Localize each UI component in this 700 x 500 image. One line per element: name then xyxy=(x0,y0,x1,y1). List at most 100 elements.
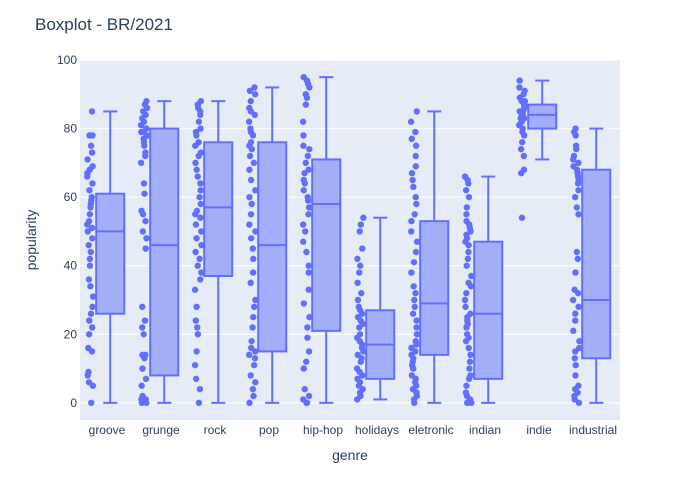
data-point xyxy=(464,255,472,263)
data-point xyxy=(354,351,361,359)
data-point xyxy=(197,187,204,194)
data-point xyxy=(409,176,416,184)
data-point xyxy=(248,344,255,352)
data-point xyxy=(137,159,145,167)
data-point xyxy=(409,310,417,317)
data-point xyxy=(193,348,200,355)
data-point xyxy=(467,372,474,379)
data-point xyxy=(88,399,95,407)
data-point xyxy=(517,145,525,153)
data-point xyxy=(247,279,254,287)
data-point xyxy=(575,382,582,389)
data-point xyxy=(300,142,307,149)
data-point xyxy=(195,139,202,146)
data-point xyxy=(520,152,528,160)
x-tick-label: grunge xyxy=(142,423,180,437)
data-point xyxy=(520,166,528,173)
data-point xyxy=(246,87,254,95)
y-tick-label: 100 xyxy=(57,53,77,67)
data-point xyxy=(87,310,95,317)
data-point xyxy=(305,211,312,218)
data-point xyxy=(572,317,579,324)
data-point xyxy=(252,296,259,304)
data-point xyxy=(572,125,579,132)
data-point xyxy=(356,331,364,338)
y-tick-label: 40 xyxy=(64,259,78,273)
data-point xyxy=(302,101,310,108)
data-point xyxy=(413,200,420,208)
data-point xyxy=(197,180,204,187)
data-point xyxy=(191,361,199,369)
data-point xyxy=(138,207,145,215)
data-point xyxy=(573,204,581,211)
data-point xyxy=(192,375,200,383)
box-iqr xyxy=(149,127,180,377)
data-point xyxy=(516,77,523,84)
data-point xyxy=(467,351,474,359)
data-point xyxy=(246,399,253,407)
data-point xyxy=(300,176,307,184)
data-point xyxy=(570,152,578,160)
data-point xyxy=(572,310,579,317)
data-point xyxy=(252,379,259,386)
data-point xyxy=(247,139,255,146)
data-point xyxy=(304,193,311,201)
data-point xyxy=(195,118,203,125)
data-point xyxy=(197,276,204,283)
data-point xyxy=(306,313,313,321)
data-point xyxy=(304,324,311,331)
data-point xyxy=(355,303,362,311)
data-point xyxy=(142,217,149,225)
box-hip-hop xyxy=(299,73,342,407)
data-point xyxy=(141,317,149,324)
data-point xyxy=(301,385,308,393)
data-point xyxy=(194,331,202,338)
data-point xyxy=(462,389,470,396)
data-point xyxy=(463,331,471,338)
box-iqr xyxy=(311,158,342,332)
data-point xyxy=(463,289,470,297)
data-point xyxy=(139,228,146,235)
data-point xyxy=(192,248,199,256)
data-point xyxy=(467,310,474,317)
data-point xyxy=(194,324,201,331)
data-point xyxy=(410,283,417,290)
data-point xyxy=(303,248,310,256)
data-point xyxy=(572,372,579,379)
data-point xyxy=(573,248,581,256)
data-point xyxy=(576,344,583,352)
data-point xyxy=(572,269,579,276)
data-point xyxy=(305,262,312,269)
data-point xyxy=(86,262,94,269)
data-point xyxy=(193,166,200,173)
data-point xyxy=(85,276,93,283)
data-point xyxy=(246,104,253,112)
data-point xyxy=(575,187,582,194)
data-point xyxy=(251,91,259,98)
data-point xyxy=(465,193,473,201)
data-point xyxy=(575,303,582,311)
data-point xyxy=(139,303,146,311)
data-point xyxy=(193,303,200,311)
data-point xyxy=(356,269,363,276)
data-point xyxy=(305,269,312,276)
x-tick-label: rock xyxy=(204,423,228,437)
data-point xyxy=(84,228,91,235)
data-point xyxy=(521,97,529,105)
data-point xyxy=(245,351,253,359)
data-point xyxy=(143,125,150,132)
data-point xyxy=(249,385,257,393)
data-point xyxy=(89,163,96,170)
data-point xyxy=(197,149,205,156)
data-point xyxy=(142,149,149,156)
data-point xyxy=(194,173,201,180)
data-point xyxy=(140,180,148,187)
data-point xyxy=(88,224,96,232)
data-point xyxy=(194,262,201,269)
data-point xyxy=(86,317,93,324)
data-point xyxy=(518,214,526,221)
data-point xyxy=(411,296,418,304)
data-point xyxy=(247,211,255,218)
data-point xyxy=(408,269,415,276)
data-point xyxy=(413,238,421,245)
